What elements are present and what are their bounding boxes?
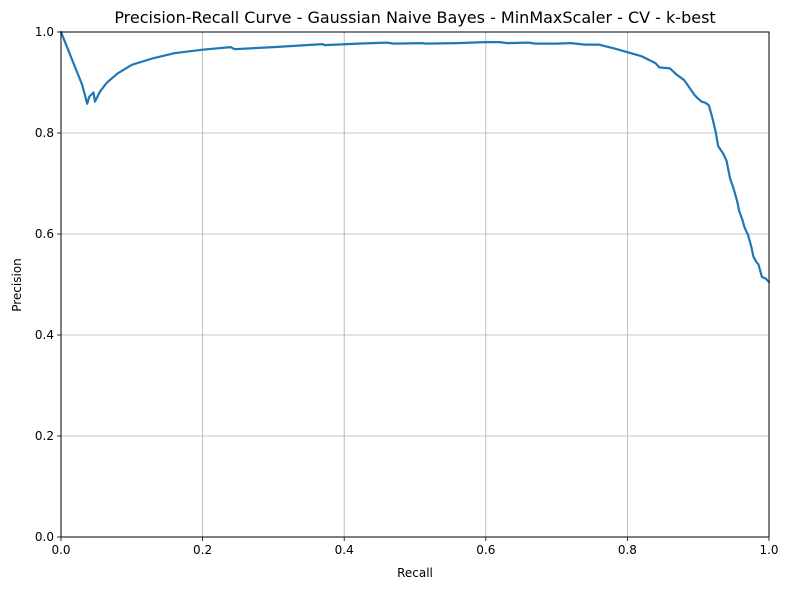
y-axis-ticks: 0.0 0.2 0.4 0.6 0.8 1.0 bbox=[35, 25, 61, 544]
x-tick-label: 1.0 bbox=[759, 543, 778, 557]
x-tick-label: 0.4 bbox=[335, 543, 354, 557]
pr-curve-line bbox=[59, 30, 771, 284]
chart-title: Precision-Recall Curve - Gaussian Naive … bbox=[114, 8, 715, 27]
pr-curve-series bbox=[59, 30, 771, 284]
x-tick-label: 0.0 bbox=[51, 543, 70, 557]
x-tick-label: 0.2 bbox=[193, 543, 212, 557]
y-tick-label: 1.0 bbox=[35, 25, 54, 39]
y-tick-label: 0.0 bbox=[35, 530, 54, 544]
y-axis-label: Precision bbox=[10, 258, 24, 312]
y-tick-label: 0.8 bbox=[35, 126, 54, 140]
y-tick-label: 0.4 bbox=[35, 328, 54, 342]
y-tick-label: 0.6 bbox=[35, 227, 54, 241]
plot-frame bbox=[60, 31, 770, 538]
x-axis-label: Recall bbox=[397, 566, 433, 580]
y-tick-label: 0.2 bbox=[35, 429, 54, 443]
x-tick-label: 0.8 bbox=[618, 543, 637, 557]
x-axis-ticks: 0.0 0.2 0.4 0.6 0.8 1.0 bbox=[51, 537, 779, 557]
x-tick-label: 0.6 bbox=[476, 543, 495, 557]
